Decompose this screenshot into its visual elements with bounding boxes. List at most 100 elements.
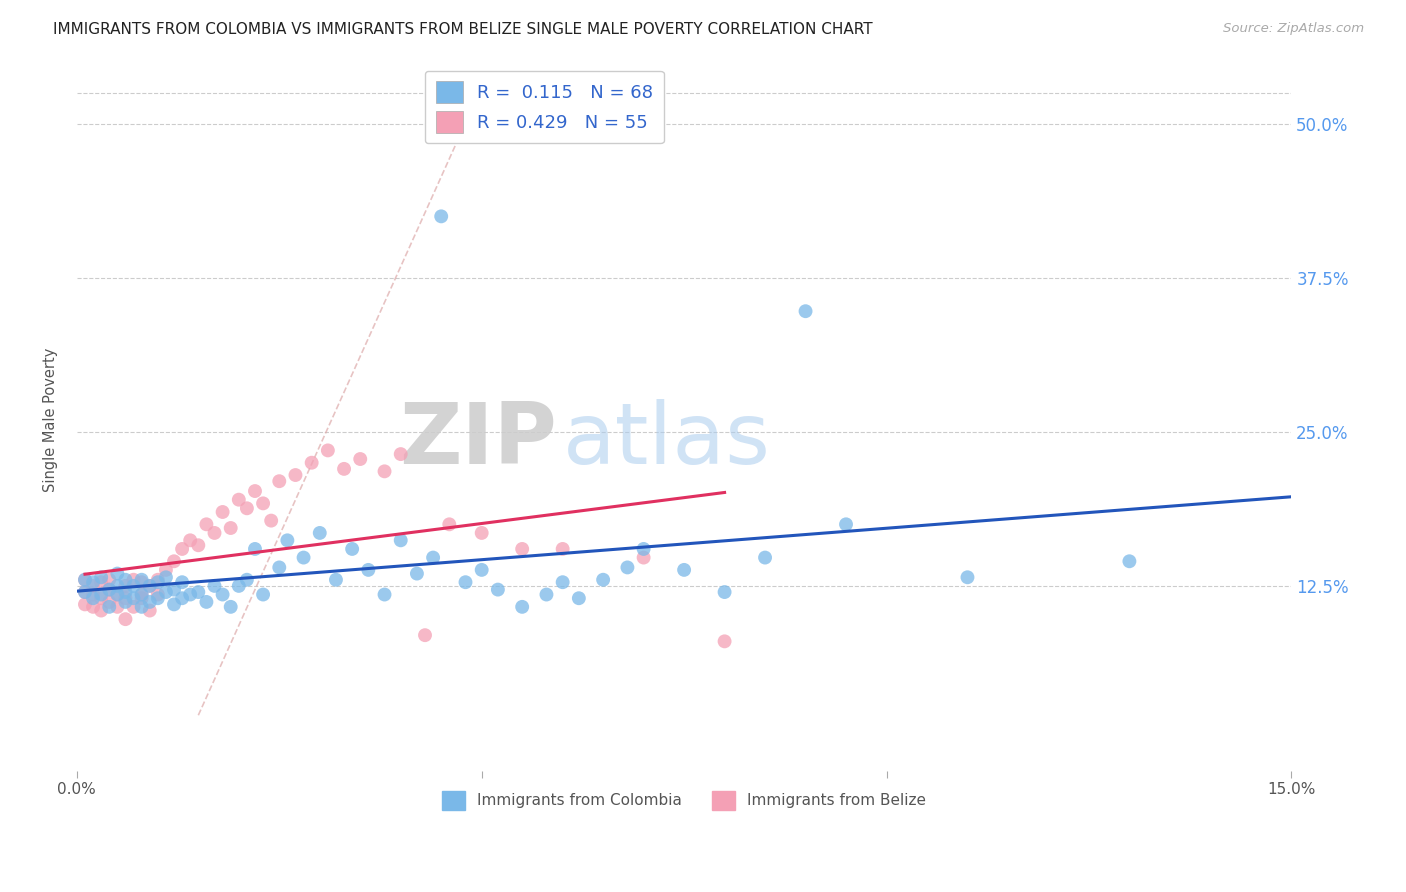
Point [633, 550, 655, 565]
Point [389, 447, 412, 461]
Point [616, 560, 638, 574]
Point [138, 603, 160, 617]
Point [510, 541, 533, 556]
Point [195, 595, 218, 609]
Point [673, 563, 696, 577]
Point [471, 525, 494, 540]
Point [98, 573, 121, 587]
Point [98, 595, 121, 609]
Text: atlas: atlas [562, 399, 770, 483]
Point [430, 210, 453, 224]
Point [105, 599, 128, 614]
Point [82, 579, 104, 593]
Point [284, 468, 307, 483]
Point [105, 588, 128, 602]
Point [73, 598, 96, 612]
Point [98, 599, 121, 614]
Point [82, 591, 104, 606]
Point [131, 575, 153, 590]
Point [349, 452, 371, 467]
Point [713, 634, 735, 648]
Point [1118, 554, 1140, 568]
Point [172, 575, 194, 590]
Point [73, 573, 96, 587]
Point [422, 550, 444, 565]
Point [536, 588, 558, 602]
Point [146, 588, 169, 602]
Point [146, 591, 169, 606]
Point [373, 588, 395, 602]
Point [114, 591, 136, 606]
Point [138, 579, 160, 593]
Point [82, 599, 104, 614]
Point [90, 603, 112, 617]
Point [439, 517, 461, 532]
Point [357, 563, 380, 577]
Point [413, 628, 436, 642]
Point [155, 563, 177, 577]
Point [211, 588, 233, 602]
Point [592, 573, 614, 587]
Point [73, 573, 96, 587]
Point [333, 462, 356, 476]
Point [122, 599, 145, 614]
Point [114, 573, 136, 587]
Point [114, 595, 136, 609]
Point [228, 492, 250, 507]
Point [131, 588, 153, 602]
Point [195, 517, 218, 532]
Point [406, 566, 429, 581]
Point [114, 579, 136, 593]
Point [73, 585, 96, 599]
Text: ZIP: ZIP [399, 399, 557, 483]
Point [219, 521, 242, 535]
Point [301, 456, 323, 470]
Point [98, 582, 121, 597]
Point [122, 579, 145, 593]
Point [114, 585, 136, 599]
Point [252, 496, 274, 510]
Point [73, 585, 96, 599]
Point [794, 304, 817, 318]
Point [138, 579, 160, 593]
Point [325, 573, 347, 587]
Point [236, 501, 259, 516]
Point [90, 591, 112, 606]
Point [204, 579, 226, 593]
Point [486, 582, 509, 597]
Point [340, 541, 363, 556]
Point [252, 588, 274, 602]
Point [316, 443, 339, 458]
Point [138, 595, 160, 609]
Text: Source: ZipAtlas.com: Source: ZipAtlas.com [1223, 22, 1364, 36]
Point [131, 591, 153, 606]
Point [114, 612, 136, 626]
Point [172, 591, 194, 606]
Point [276, 533, 298, 548]
Point [956, 570, 979, 584]
Point [172, 541, 194, 556]
Point [90, 570, 112, 584]
Point [211, 505, 233, 519]
Point [454, 575, 477, 590]
Point [551, 541, 574, 556]
Point [187, 538, 209, 552]
Point [243, 484, 266, 499]
Legend: Immigrants from Colombia, Immigrants from Belize: Immigrants from Colombia, Immigrants fro… [436, 785, 932, 815]
Point [131, 599, 153, 614]
Point [90, 588, 112, 602]
Point [131, 573, 153, 587]
Point [260, 514, 283, 528]
Point [551, 575, 574, 590]
Point [292, 550, 315, 565]
Point [568, 591, 591, 606]
Point [122, 573, 145, 587]
Point [236, 573, 259, 587]
Point [163, 582, 186, 597]
Point [146, 575, 169, 590]
Point [82, 588, 104, 602]
Point [219, 599, 242, 614]
Point [98, 582, 121, 597]
Point [105, 566, 128, 581]
Point [308, 525, 330, 540]
